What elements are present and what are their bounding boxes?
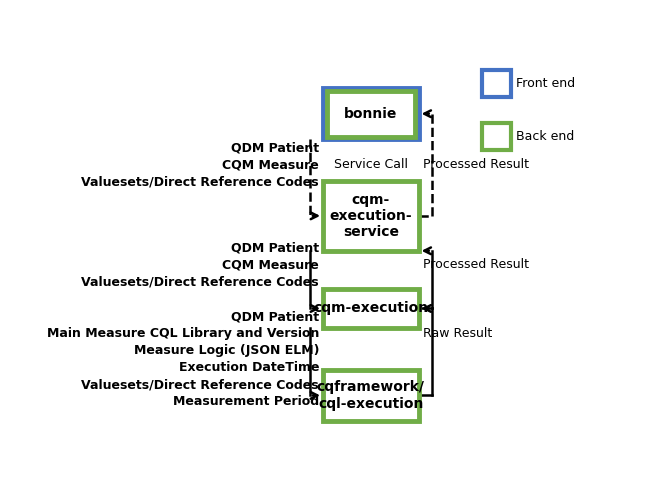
Text: QDM Patient
CQM Measure
Valuesets/Direct Reference Codes: QDM Patient CQM Measure Valuesets/Direct…: [81, 242, 319, 289]
FancyBboxPatch shape: [327, 91, 415, 136]
Text: QDM Patient
CQM Measure
Valuesets/Direct Reference Codes: QDM Patient CQM Measure Valuesets/Direct…: [81, 141, 319, 188]
Text: Processed Result: Processed Result: [423, 158, 528, 171]
Text: Service Call: Service Call: [334, 158, 408, 171]
FancyBboxPatch shape: [482, 70, 510, 97]
FancyBboxPatch shape: [323, 181, 419, 251]
Text: Processed Result: Processed Result: [423, 258, 528, 272]
Text: bonnie: bonnie: [344, 107, 397, 121]
Text: cqframework/
cql-execution: cqframework/ cql-execution: [317, 381, 425, 410]
Text: Raw Result: Raw Result: [423, 327, 492, 339]
FancyBboxPatch shape: [323, 88, 419, 139]
Text: QDM Patient
Main Measure CQL Library and Version
Measure Logic (JSON ELM)
Execut: QDM Patient Main Measure CQL Library and…: [47, 310, 319, 409]
FancyBboxPatch shape: [323, 370, 419, 421]
Text: cqm-
execution-
service: cqm- execution- service: [329, 192, 412, 239]
Text: cqm-execution: cqm-execution: [313, 301, 428, 315]
Text: Front end: Front end: [516, 77, 575, 90]
Text: Back end: Back end: [516, 130, 574, 143]
FancyBboxPatch shape: [323, 289, 419, 328]
FancyBboxPatch shape: [482, 123, 510, 150]
